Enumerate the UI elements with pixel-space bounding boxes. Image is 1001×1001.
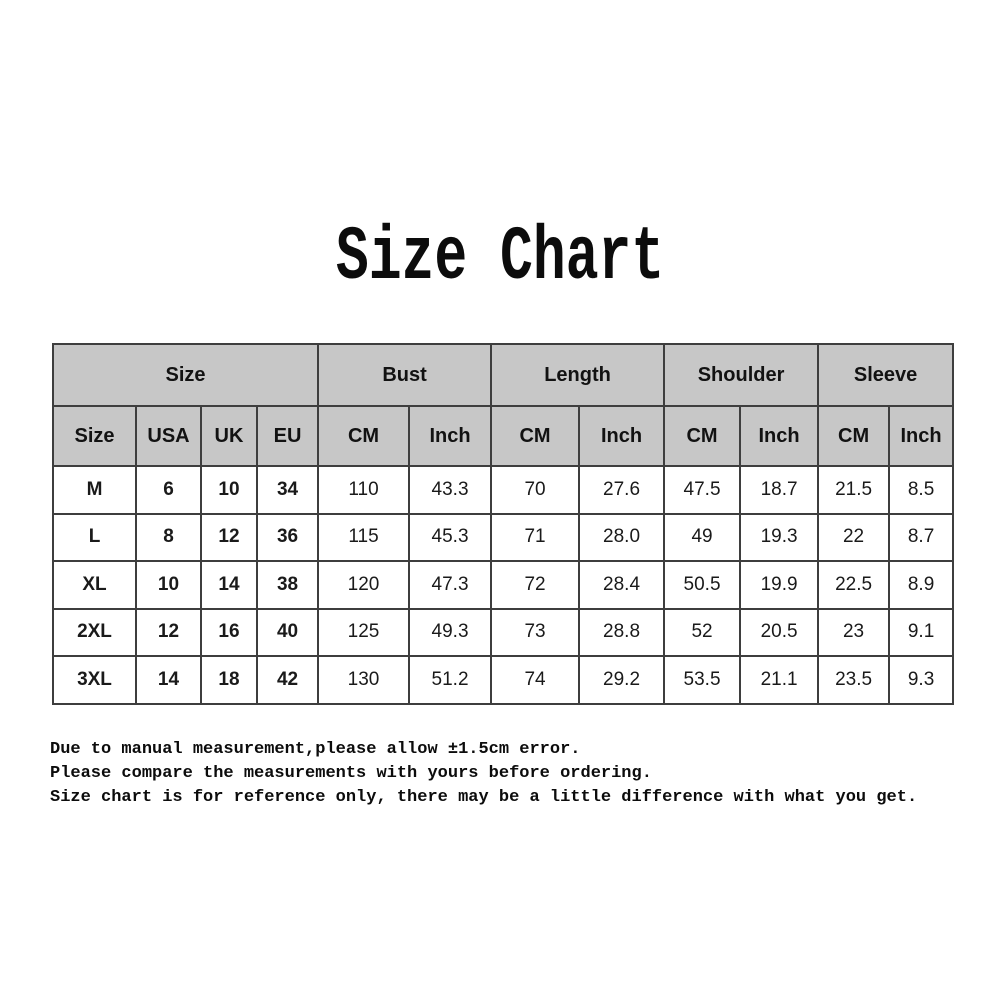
subheader-length-cm: CM [490, 405, 581, 467]
subheader-size: Size [52, 405, 137, 467]
table-cell: 40 [255, 607, 320, 657]
table-cell: 71 [490, 512, 581, 562]
note-line: Due to manual measurement,please allow ±… [50, 740, 581, 759]
size-chart-table: Size Bust Length Shoulder Sleeve Size US… [51, 343, 955, 705]
table-cell: 51.2 [408, 655, 493, 705]
group-header-length: Length [490, 343, 666, 407]
table-cell: 8.5 [888, 465, 955, 515]
table-cell: 120 [317, 560, 411, 610]
table-cell: 28.8 [578, 607, 666, 657]
table-cell: 18.7 [739, 465, 820, 515]
table-cell: 125 [317, 607, 411, 657]
table-cell: 19.9 [739, 560, 820, 610]
table-row-xl: XL 10 14 38 120 47.3 72 28.4 50.5 19.9 2… [52, 560, 955, 610]
column-group-header-row: Size Bust Length Shoulder Sleeve [51, 343, 955, 407]
title-area: Size Chart [0, 220, 1001, 296]
table-cell: 28.4 [578, 560, 666, 610]
table-cell: 9.3 [888, 655, 955, 705]
table-cell: 8 [135, 512, 202, 562]
table-row-3xl: 3XL 14 18 42 130 51.2 74 29.2 53.5 21.1 … [52, 655, 955, 705]
table-cell: 8.7 [888, 512, 955, 562]
table-cell: 19.3 [739, 512, 820, 562]
subheader-sleeve-inch: Inch [888, 405, 955, 467]
table-cell: XL [52, 560, 137, 610]
subheader-bust-cm: CM [317, 405, 411, 467]
table-cell: 70 [490, 465, 581, 515]
table-cell: 47.3 [408, 560, 493, 610]
subheader-length-inch: Inch [578, 405, 666, 467]
table-cell: 3XL [52, 655, 137, 705]
subheader-usa: USA [135, 405, 202, 467]
table-cell: 52 [663, 607, 742, 657]
subheader-bust-inch: Inch [408, 405, 493, 467]
subheader-shoulder-cm: CM [663, 405, 742, 467]
table-cell: 23 [817, 607, 891, 657]
table-cell: 21.5 [817, 465, 891, 515]
table-cell: 45.3 [408, 512, 493, 562]
note-line: Size chart is for reference only, there … [50, 788, 918, 807]
table-cell: 12 [135, 607, 202, 657]
subheader-uk: UK [200, 405, 258, 467]
subheader-shoulder-inch: Inch [739, 405, 820, 467]
page-title: Size Chart [336, 215, 665, 301]
table-cell: 20.5 [739, 607, 820, 657]
subheader-eu: EU [255, 405, 320, 467]
table-cell: 49.3 [408, 607, 493, 657]
table-cell: 42 [255, 655, 320, 705]
table-cell: 34 [255, 465, 320, 515]
table-cell: 43.3 [408, 465, 493, 515]
table-cell: 74 [490, 655, 581, 705]
table-cell: L [52, 512, 137, 562]
table-cell: 23.5 [817, 655, 891, 705]
table-cell: 53.5 [663, 655, 742, 705]
table-cell: 28.0 [578, 512, 666, 562]
table-cell: 38 [255, 560, 320, 610]
table-cell: 2XL [52, 607, 137, 657]
measurement-notes: Due to manual measurement,please allow ±… [50, 738, 917, 810]
table-cell: 10 [135, 560, 202, 610]
table-cell: M [52, 465, 137, 515]
table-cell: 9.1 [888, 607, 955, 657]
table-cell: 72 [490, 560, 581, 610]
table-cell: 14 [135, 655, 202, 705]
table-cell: 18 [200, 655, 258, 705]
table-cell: 130 [317, 655, 411, 705]
table-cell: 29.2 [578, 655, 666, 705]
table-cell: 110 [317, 465, 411, 515]
note-line: Please compare the measurements with you… [50, 764, 652, 783]
table-cell: 12 [200, 512, 258, 562]
table-row-2xl: 2XL 12 16 40 125 49.3 73 28.8 52 20.5 23… [52, 607, 955, 657]
column-subheader-row: Size USA UK EU CM Inch CM Inch CM Inch C… [52, 405, 955, 467]
table-cell: 6 [135, 465, 202, 515]
table-row-l: L 8 12 36 115 45.3 71 28.0 49 19.3 22 8.… [52, 512, 955, 562]
table-cell: 14 [200, 560, 258, 610]
group-header-shoulder: Shoulder [663, 343, 820, 407]
group-header-size: Size [51, 343, 320, 407]
table-cell: 47.5 [663, 465, 742, 515]
table-cell: 22.5 [817, 560, 891, 610]
group-header-bust: Bust [317, 343, 493, 407]
table-cell: 27.6 [578, 465, 666, 515]
table-cell: 16 [200, 607, 258, 657]
table-cell: 21.1 [739, 655, 820, 705]
table-cell: 49 [663, 512, 742, 562]
table-cell: 22 [817, 512, 891, 562]
table-row-m: M 6 10 34 110 43.3 70 27.6 47.5 18.7 21.… [52, 465, 955, 515]
subheader-sleeve-cm: CM [817, 405, 891, 467]
table-cell: 36 [255, 512, 320, 562]
group-header-sleeve: Sleeve [817, 343, 955, 407]
table-cell: 8.9 [888, 560, 955, 610]
table-cell: 73 [490, 607, 581, 657]
table-cell: 10 [200, 465, 258, 515]
table-cell: 115 [317, 512, 411, 562]
table-cell: 50.5 [663, 560, 742, 610]
